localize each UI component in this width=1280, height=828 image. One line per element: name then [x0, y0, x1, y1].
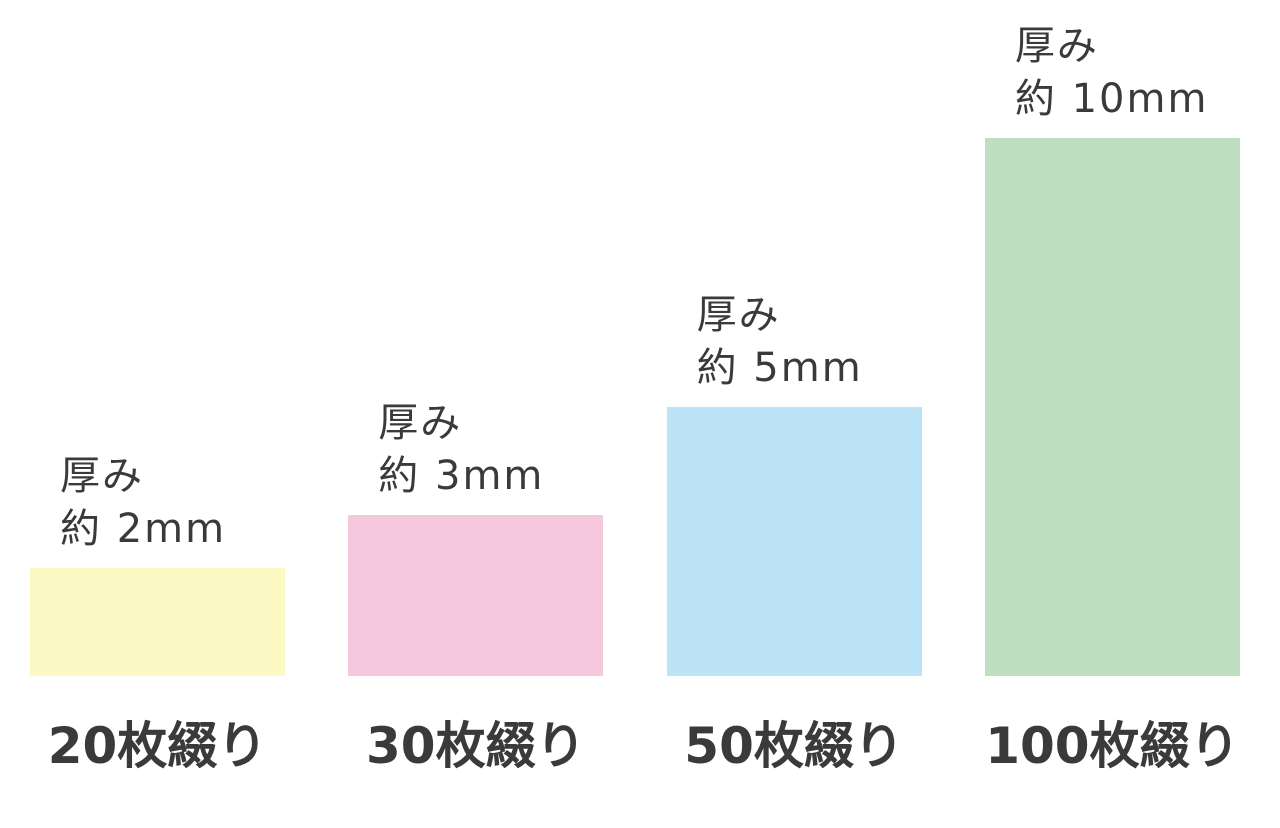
- category-label: 100枚綴り: [985, 717, 1240, 775]
- category-label: 50枚綴り: [684, 717, 904, 775]
- category-label: 30枚綴り: [366, 717, 586, 775]
- bar: [348, 514, 604, 676]
- value-label: 厚み 約 10mm: [1014, 23, 1209, 122]
- bar: [666, 407, 922, 676]
- value-label: 厚み 約 5mm: [696, 292, 863, 391]
- value-label: 厚み 約 2mm: [60, 453, 227, 553]
- category-label: 20枚綴り: [47, 717, 268, 775]
- value-label: 厚み 約 3mm: [378, 399, 545, 499]
- bar: [984, 138, 1240, 676]
- bar: [30, 568, 285, 676]
